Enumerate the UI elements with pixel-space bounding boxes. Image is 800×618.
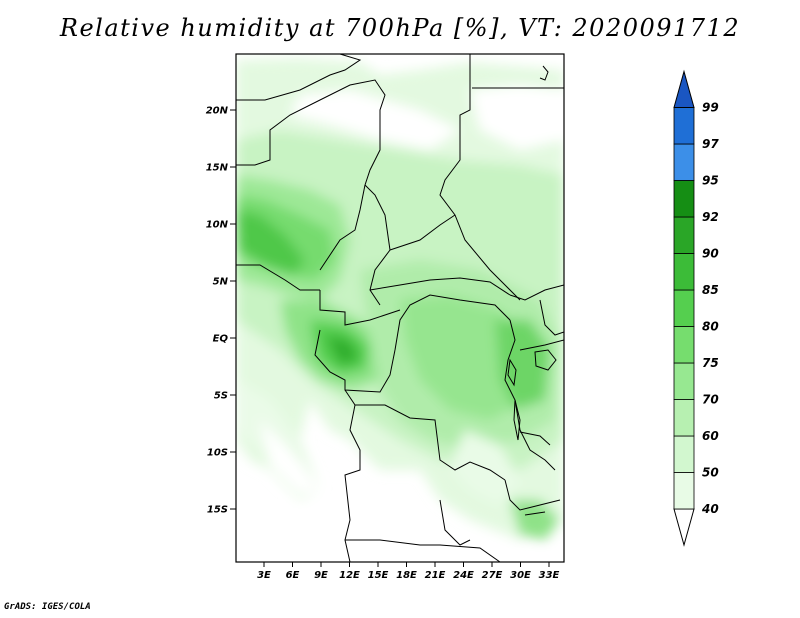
- lon-tick-label: 18E: [396, 570, 417, 581]
- lat-tick-label: 10S: [207, 448, 228, 459]
- colorbar-label: 70: [702, 393, 719, 407]
- lon-tick-label: 33E: [539, 570, 560, 581]
- lon-tick-label: 12E: [339, 570, 360, 581]
- map-title: Relative humidity at 700hPa [%], VT: 202…: [59, 14, 741, 42]
- lon-tick-label: 9E: [314, 570, 328, 581]
- grads-credit: GrADS: IGES/COLA: [4, 602, 91, 612]
- lon-tick-label: 21E: [425, 570, 446, 581]
- colorbar-box: [673, 435, 695, 473]
- lon-tick-label: 24E: [453, 570, 474, 581]
- colorbar-box: [673, 143, 695, 181]
- colorbar: 40 50 60 70 75 80 85 90 92 95 97 99: [673, 69, 719, 547]
- colorbar-box: [673, 180, 695, 218]
- colorbar-over-triangle: [673, 69, 695, 108]
- colorbar-box: [673, 253, 695, 291]
- colorbar-box: [673, 472, 695, 510]
- colorbar-label: 99: [702, 101, 719, 115]
- colorbar-box: [673, 289, 695, 327]
- colorbar-box: [673, 362, 695, 400]
- humidity-field: [236, 54, 564, 562]
- colorbar-under-triangle: [673, 508, 695, 547]
- latitude-axis: 20N 15N 10N 5N EQ 5S 10S 15S: [206, 106, 236, 516]
- colorbar-label: 95: [702, 174, 719, 188]
- lon-tick-label: 15E: [368, 570, 389, 581]
- lat-tick-label: EQ: [213, 334, 229, 345]
- lon-tick-label: 6E: [286, 570, 300, 581]
- colorbar-label: 80: [702, 320, 719, 334]
- lat-tick-label: 5N: [213, 277, 229, 288]
- colorbar-label: 75: [702, 356, 719, 370]
- country-borders: [236, 54, 564, 562]
- colorbar-label: 60: [702, 429, 719, 443]
- colorbar-box: [673, 399, 695, 437]
- lat-tick-label: 15S: [207, 505, 228, 516]
- lon-tick-label: 27E: [482, 570, 503, 581]
- colorbar-box: [673, 216, 695, 254]
- lon-tick-label: 3E: [257, 570, 271, 581]
- lat-tick-label: 15N: [206, 163, 229, 174]
- colorbar-label: 85: [702, 283, 719, 297]
- colorbar-label: 92: [702, 210, 719, 224]
- lat-tick-label: 10N: [206, 220, 229, 231]
- lat-tick-label: 5S: [214, 391, 228, 402]
- colorbar-label: 40: [701, 502, 719, 516]
- colorbar-label: 97: [702, 137, 719, 151]
- colorbar-box: [673, 326, 695, 364]
- colorbar-label: 90: [702, 247, 719, 261]
- longitude-axis: 3E 6E 9E 12E 15E 18E 21E 24E 27E 30E 33E: [257, 562, 560, 581]
- lon-tick-label: 30E: [510, 570, 531, 581]
- lat-tick-label: 20N: [206, 106, 229, 117]
- map-frame: [235, 53, 565, 563]
- colorbar-label: 50: [702, 466, 719, 480]
- colorbar-box: [673, 107, 695, 145]
